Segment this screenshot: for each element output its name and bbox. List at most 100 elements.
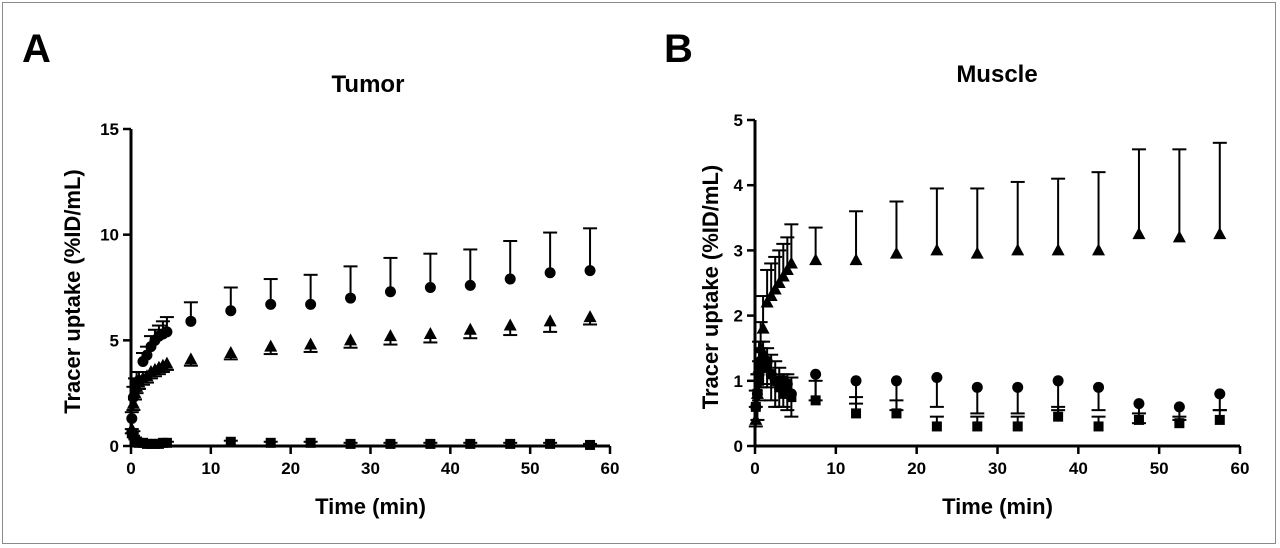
y-axis-label: Tracer uptake (%ID/mL) bbox=[60, 169, 85, 414]
data-point-triangle bbox=[126, 396, 140, 409]
series-circle bbox=[124, 227, 598, 425]
x-axis-label: Time (min) bbox=[315, 494, 426, 519]
data-point-triangle bbox=[784, 256, 798, 269]
y-tick-label: 15 bbox=[100, 120, 119, 139]
data-point-circle bbox=[971, 381, 983, 393]
x-tick-label: 20 bbox=[281, 459, 300, 478]
panel-letter-a: A bbox=[22, 27, 51, 71]
data-point-triangle bbox=[1132, 227, 1146, 240]
data-point-square bbox=[161, 437, 172, 448]
x-tick-label: 20 bbox=[907, 459, 926, 478]
data-point-circle bbox=[185, 315, 197, 327]
data-point-circle bbox=[931, 372, 943, 384]
data-point-square bbox=[1012, 421, 1023, 432]
data-point-square bbox=[265, 437, 276, 448]
data-point-triangle bbox=[463, 322, 477, 335]
data-point-square bbox=[1053, 411, 1064, 422]
y-axis-label: Tracer uptake (%ID/mL) bbox=[698, 165, 723, 410]
data-point-circle bbox=[890, 375, 902, 387]
data-point-square bbox=[1174, 418, 1185, 429]
data-point-square bbox=[305, 437, 316, 448]
data-point-triangle bbox=[423, 326, 437, 339]
data-point-square bbox=[766, 369, 777, 380]
data-point-triangle bbox=[776, 269, 790, 282]
x-tick-label: 10 bbox=[826, 459, 845, 478]
data-point-triangle bbox=[1011, 243, 1025, 256]
data-point-triangle bbox=[583, 310, 597, 323]
data-point-triangle bbox=[780, 262, 794, 275]
data-point-circle bbox=[464, 279, 476, 291]
series-square bbox=[124, 428, 598, 450]
chart-title: Tumor bbox=[332, 71, 405, 98]
y-tick-label: 3 bbox=[734, 241, 743, 260]
data-point-circle bbox=[1214, 388, 1226, 400]
x-tick-label: 10 bbox=[201, 459, 220, 478]
x-tick-label: 30 bbox=[361, 459, 380, 478]
data-point-triangle bbox=[304, 337, 318, 350]
x-tick-label: 60 bbox=[601, 459, 620, 478]
data-point-circle bbox=[1173, 401, 1185, 413]
data-point-triangle bbox=[809, 253, 823, 266]
data-point-square bbox=[750, 401, 761, 412]
x-tick-label: 50 bbox=[521, 459, 540, 478]
x-tick-label: 50 bbox=[1150, 459, 1169, 478]
data-point-square bbox=[385, 438, 396, 449]
data-point-triangle bbox=[160, 356, 174, 369]
data-point-circle bbox=[544, 267, 556, 279]
data-point-circle bbox=[126, 413, 138, 425]
data-point-square bbox=[786, 392, 797, 403]
data-point-triangle bbox=[756, 321, 770, 334]
data-point-square bbox=[505, 438, 516, 449]
data-point-square bbox=[762, 362, 773, 373]
data-point-circle bbox=[225, 305, 237, 317]
data-point-triangle bbox=[383, 329, 397, 342]
data-point-square bbox=[1214, 414, 1225, 425]
data-point-triangle bbox=[889, 246, 903, 259]
y-tick-label: 10 bbox=[100, 226, 119, 245]
data-point-circle bbox=[305, 298, 317, 310]
data-point-square bbox=[891, 408, 902, 419]
data-point-square bbox=[225, 436, 236, 447]
data-point-circle bbox=[1093, 381, 1105, 393]
data-point-triangle bbox=[503, 318, 517, 331]
data-point-square bbox=[770, 375, 781, 386]
data-point-square bbox=[545, 438, 556, 449]
data-point-circle bbox=[504, 273, 516, 285]
data-point-triangle bbox=[764, 289, 778, 302]
data-point-circle bbox=[265, 298, 277, 310]
data-point-square bbox=[810, 395, 821, 406]
chart-title: Muscle bbox=[956, 61, 1037, 88]
data-point-circle bbox=[1012, 381, 1024, 393]
data-point-square bbox=[972, 421, 983, 432]
series-circle bbox=[748, 352, 1227, 428]
data-point-triangle bbox=[264, 339, 278, 352]
series-triangle bbox=[124, 310, 598, 435]
chart-panel-tumor: Tumor 0 10 20 30 40 50 60 0 5 10 15 Time (min) Tracer… bbox=[60, 71, 619, 519]
data-point-circle bbox=[810, 368, 822, 380]
data-point-circle bbox=[345, 292, 357, 304]
x-tick-label: 0 bbox=[750, 459, 759, 478]
data-point-circle bbox=[384, 286, 396, 298]
y-tick-label: 5 bbox=[734, 111, 743, 130]
data-point-triangle bbox=[970, 246, 984, 259]
data-point-triangle bbox=[849, 253, 863, 266]
y-tick-label: 4 bbox=[734, 176, 744, 195]
data-point-circle bbox=[1052, 375, 1064, 387]
x-tick-label: 60 bbox=[1231, 459, 1250, 478]
data-point-triangle bbox=[760, 295, 774, 308]
data-point-square bbox=[425, 438, 436, 449]
x-tick-label: 0 bbox=[126, 459, 135, 478]
data-point-triangle bbox=[1051, 243, 1065, 256]
data-point-square bbox=[752, 388, 763, 399]
data-point-circle bbox=[850, 375, 862, 387]
y-tick-label: 0 bbox=[110, 437, 119, 456]
x-axis-label: Time (min) bbox=[942, 494, 1053, 519]
data-point-triangle bbox=[1092, 243, 1106, 256]
data-point-triangle bbox=[772, 276, 786, 288]
data-point-square bbox=[345, 438, 356, 449]
data-point-triangle bbox=[344, 333, 358, 346]
data-point-circle bbox=[161, 326, 173, 338]
data-point-triangle bbox=[1213, 227, 1227, 240]
